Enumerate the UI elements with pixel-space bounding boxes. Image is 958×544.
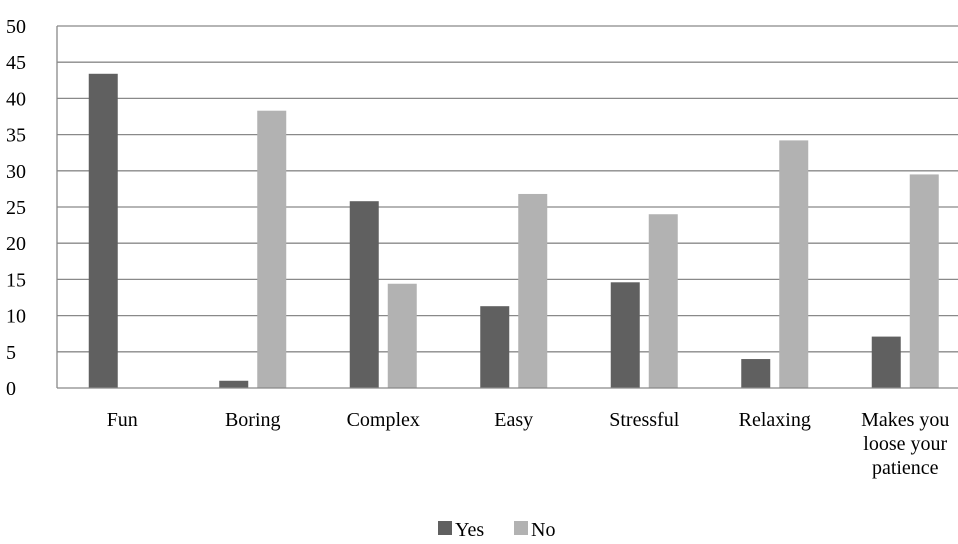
x-tick-label-line: Fun xyxy=(107,409,138,431)
x-tick-label-line: Boring xyxy=(225,409,281,431)
x-tick-label-line: Stressful xyxy=(609,409,679,431)
x-tick-label: Makes you loose your patience xyxy=(861,409,949,479)
bar-yes-fun xyxy=(88,73,118,388)
x-tick-label: Easy xyxy=(494,409,533,431)
x-tick-label: Fun xyxy=(107,409,138,431)
bar-no-relaxing xyxy=(779,140,809,388)
x-tick-label-line: loose your xyxy=(863,433,947,455)
y-tick-label: 10 xyxy=(6,306,26,328)
bars xyxy=(88,73,939,388)
x-axis-category-labels: Fun Boring Complex Easy Stressful Relaxing Mak… xyxy=(107,409,950,479)
bar-yes-complex xyxy=(349,201,379,388)
bar-no-stressful xyxy=(648,214,678,388)
y-axis-tick-labels: 0 5 10 15 20 25 30 35 40 45 50 xyxy=(6,16,26,400)
x-tick-label-line: Easy xyxy=(494,409,533,431)
x-tick-label: Stressful xyxy=(609,409,679,431)
x-axis xyxy=(56,26,958,389)
y-tick-label: 15 xyxy=(6,269,26,291)
y-tick-label: 45 xyxy=(6,52,26,74)
bar-yes-easy xyxy=(480,306,510,388)
bar-yes-makes-you-loose-your-patience xyxy=(871,336,901,388)
bar-no-boring xyxy=(257,110,287,388)
x-tick-label-line: patience xyxy=(872,457,939,479)
bar-yes-stressful xyxy=(610,282,640,388)
x-tick-label-line: Complex xyxy=(347,409,420,431)
y-tick-label: 20 xyxy=(6,233,26,255)
bar-yes-relaxing xyxy=(741,359,771,388)
gridlines xyxy=(57,25,958,353)
x-tick-label: Boring xyxy=(225,409,281,431)
bar-no-makes-you-loose-your-patience xyxy=(909,174,939,388)
x-tick-label: Relaxing xyxy=(739,409,811,431)
legend-label-yes: Yes xyxy=(455,519,484,541)
bar-no-easy xyxy=(518,193,548,388)
y-tick-label: 0 xyxy=(6,378,16,400)
x-tick-label: Complex xyxy=(347,409,420,431)
legend-swatch-no xyxy=(514,521,528,535)
legend-label-no: No xyxy=(531,519,555,541)
x-tick-label-line: Relaxing xyxy=(739,409,811,431)
legend-swatch-yes xyxy=(438,521,452,535)
y-tick-label: 35 xyxy=(6,125,26,147)
legend: Yes No xyxy=(438,519,555,541)
y-tick-label: 25 xyxy=(6,197,26,219)
y-tick-label: 50 xyxy=(6,16,26,38)
y-tick-label: 40 xyxy=(6,88,26,110)
y-tick-label: 5 xyxy=(6,342,16,364)
bar-yes-boring xyxy=(219,380,249,388)
bar-no-complex xyxy=(387,283,417,388)
x-tick-label-line: Makes you xyxy=(861,409,949,431)
y-tick-label: 30 xyxy=(6,161,26,183)
